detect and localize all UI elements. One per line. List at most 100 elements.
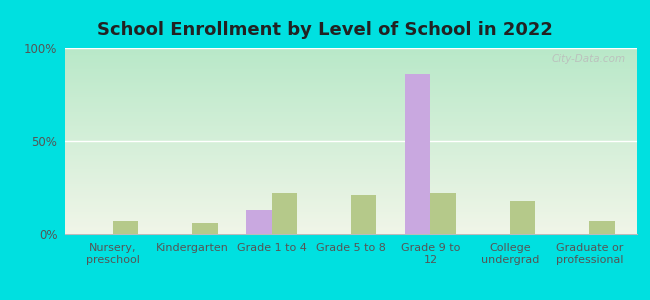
Bar <box>65 159 637 160</box>
Bar <box>65 72 637 73</box>
Bar <box>65 160 637 161</box>
Bar <box>65 158 637 159</box>
Bar <box>65 205 637 206</box>
Bar <box>351 195 376 234</box>
Bar <box>65 199 637 200</box>
Bar <box>65 233 637 234</box>
Bar <box>65 155 637 156</box>
Bar <box>65 122 637 123</box>
Bar <box>65 185 637 186</box>
Bar <box>65 83 637 84</box>
Bar <box>65 117 637 118</box>
Bar <box>65 143 637 144</box>
Bar <box>65 172 637 173</box>
Bar <box>65 182 637 183</box>
Bar <box>192 223 218 234</box>
Bar <box>65 212 637 213</box>
Bar <box>65 178 637 179</box>
Bar <box>65 170 637 171</box>
Bar <box>65 187 637 188</box>
Bar <box>65 62 637 63</box>
Bar <box>65 226 637 227</box>
Bar <box>65 148 637 149</box>
Bar <box>65 144 637 145</box>
Bar <box>590 221 615 234</box>
Bar <box>65 137 637 138</box>
Bar <box>65 175 637 176</box>
Bar <box>65 96 637 97</box>
Bar <box>65 110 637 111</box>
Bar <box>65 133 637 134</box>
Bar <box>65 80 637 82</box>
Bar <box>65 131 637 132</box>
Bar <box>65 153 637 154</box>
Bar <box>65 77 637 78</box>
Bar <box>65 225 637 226</box>
Bar <box>65 85 637 86</box>
Bar <box>65 94 637 95</box>
Bar <box>65 162 637 163</box>
Bar <box>65 166 637 167</box>
Bar <box>65 57 637 58</box>
Bar <box>65 120 637 121</box>
Bar <box>65 189 637 190</box>
Bar <box>65 151 637 152</box>
Bar <box>65 186 637 187</box>
Bar <box>65 101 637 102</box>
Bar <box>65 220 637 221</box>
Bar <box>65 194 637 195</box>
Bar <box>65 150 637 151</box>
Bar <box>65 139 637 140</box>
Bar <box>65 157 637 158</box>
Bar <box>65 52 637 54</box>
Bar <box>65 165 637 166</box>
Bar <box>65 160 637 161</box>
Bar <box>65 119 637 120</box>
Bar <box>65 124 637 125</box>
Bar <box>112 221 138 234</box>
Bar <box>65 136 637 137</box>
Bar <box>65 202 637 203</box>
Bar <box>65 152 637 153</box>
Bar <box>65 198 637 199</box>
Bar <box>65 227 637 228</box>
Bar <box>65 63 637 64</box>
Bar <box>65 78 637 79</box>
Bar <box>65 211 637 212</box>
Bar <box>65 216 637 217</box>
Bar <box>65 82 637 83</box>
Bar <box>65 219 637 220</box>
Bar <box>65 123 637 124</box>
Bar <box>65 142 637 143</box>
Bar <box>65 134 637 135</box>
Bar <box>65 118 637 119</box>
Bar <box>65 128 637 129</box>
Bar <box>65 61 637 62</box>
Bar <box>65 200 637 202</box>
Bar <box>65 192 637 193</box>
Bar <box>65 177 637 178</box>
Bar <box>65 84 637 85</box>
Bar <box>65 114 637 115</box>
Bar <box>65 87 637 88</box>
Bar <box>65 74 637 75</box>
Bar <box>65 125 637 126</box>
Bar <box>65 91 637 92</box>
Bar <box>65 121 637 122</box>
Bar <box>65 126 637 127</box>
Bar <box>65 210 637 211</box>
Bar <box>65 64 637 65</box>
Text: School Enrollment by Level of School in 2022: School Enrollment by Level of School in … <box>97 21 553 39</box>
Bar <box>65 184 637 185</box>
Bar <box>65 232 637 233</box>
Bar <box>246 210 272 234</box>
Bar <box>65 112 637 113</box>
Bar <box>65 82 637 83</box>
Bar <box>65 146 637 147</box>
Bar <box>65 217 637 218</box>
Bar <box>65 190 637 191</box>
Bar <box>65 223 637 224</box>
Bar <box>65 193 637 194</box>
Bar <box>65 188 637 189</box>
Bar <box>65 105 637 106</box>
